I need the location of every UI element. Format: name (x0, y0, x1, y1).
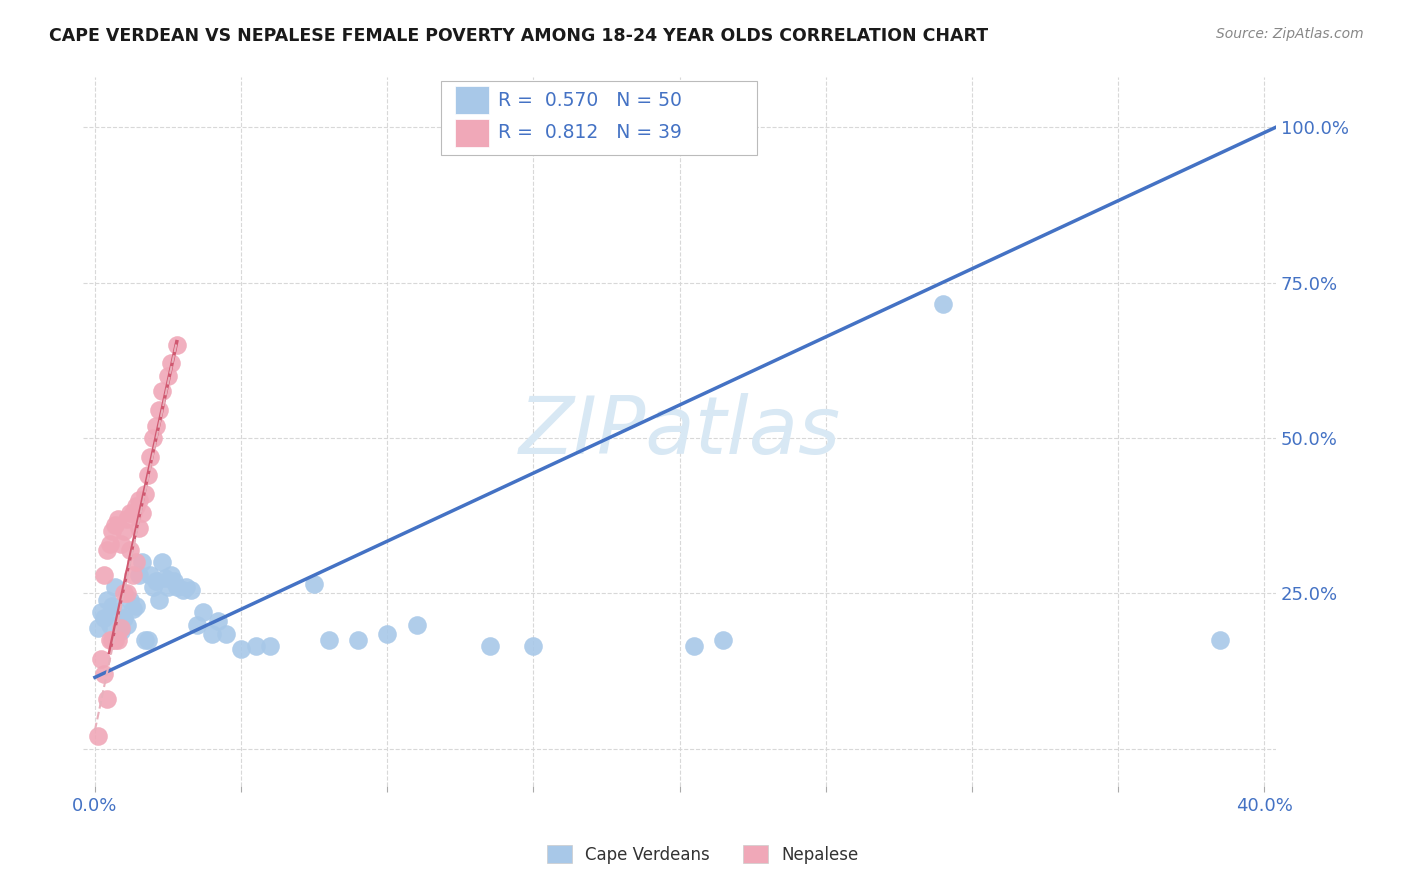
Point (98, 633, 121, 648)
Text: ZIPatlas: ZIPatlas (519, 392, 841, 471)
Point (134, 487, 156, 501)
Point (522, 640, 544, 654)
Point (166, 337, 188, 351)
Point (201, 627, 224, 641)
Point (128, 567, 150, 582)
Point (112, 611, 135, 625)
Bar (456, 119, 489, 147)
Point (110, 537, 132, 551)
Point (104, 580, 127, 594)
Point (96, 592, 118, 607)
Point (110, 621, 132, 635)
Point (245, 640, 267, 654)
Point (107, 605, 129, 619)
Point (1209, 633, 1232, 648)
Point (142, 580, 165, 594)
Point (139, 567, 162, 582)
Point (101, 599, 124, 613)
Point (125, 500, 148, 514)
Point (186, 617, 208, 632)
Point (128, 521, 150, 535)
Point (157, 368, 180, 383)
Legend: Cape Verdeans, Nepalese: Cape Verdeans, Nepalese (540, 838, 866, 871)
Text: R =  0.570   N = 50: R = 0.570 N = 50 (498, 91, 682, 110)
Point (172, 583, 194, 598)
Point (148, 592, 170, 607)
Point (125, 599, 148, 613)
Point (98, 617, 121, 632)
Text: R =  0.812   N = 39: R = 0.812 N = 39 (498, 123, 682, 142)
Point (104, 633, 127, 648)
Point (104, 518, 127, 533)
Point (145, 418, 167, 433)
Point (318, 633, 340, 648)
Point (122, 506, 145, 520)
Point (478, 640, 501, 654)
Point (107, 633, 129, 648)
Point (107, 512, 129, 526)
Point (405, 617, 427, 632)
Point (115, 586, 138, 600)
Point (96, 542, 118, 557)
Point (96, 692, 118, 706)
Point (302, 577, 325, 591)
Point (98, 537, 121, 551)
Point (207, 615, 229, 629)
Point (191, 605, 214, 619)
Point (131, 555, 153, 569)
Point (112, 586, 135, 600)
Point (128, 493, 150, 508)
Point (153, 571, 176, 585)
Point (259, 640, 281, 654)
Point (101, 633, 124, 648)
Point (136, 468, 159, 483)
Point (115, 512, 138, 526)
Point (112, 524, 135, 539)
Point (157, 580, 180, 594)
Point (229, 642, 252, 657)
Point (134, 633, 156, 648)
Point (87, 730, 110, 744)
Point (931, 297, 953, 311)
Point (139, 450, 162, 464)
Point (93, 667, 115, 681)
FancyBboxPatch shape (441, 81, 756, 155)
Point (375, 627, 398, 641)
Point (131, 506, 153, 520)
Point (148, 403, 170, 417)
Point (110, 624, 132, 638)
Point (163, 574, 186, 588)
Point (125, 555, 148, 569)
Point (215, 627, 238, 641)
Point (118, 542, 141, 557)
Point (115, 617, 138, 632)
Point (118, 592, 141, 607)
Point (122, 602, 145, 616)
Point (180, 583, 202, 598)
Point (160, 567, 183, 582)
Point (150, 555, 173, 569)
Text: Source: ZipAtlas.com: Source: ZipAtlas.com (1216, 27, 1364, 41)
Point (101, 524, 124, 539)
Point (142, 431, 165, 445)
Point (122, 567, 145, 582)
Point (145, 574, 167, 588)
Point (87, 621, 110, 635)
Point (93, 611, 115, 625)
Point (150, 384, 173, 399)
Point (90, 651, 112, 665)
Point (136, 633, 159, 648)
Point (347, 633, 370, 648)
Point (160, 356, 183, 370)
Point (93, 567, 115, 582)
Point (174, 580, 197, 594)
Point (166, 580, 188, 594)
Point (713, 633, 735, 648)
Bar (456, 86, 489, 114)
Point (683, 640, 706, 654)
Point (90, 605, 112, 619)
Point (118, 506, 141, 520)
Text: CAPE VERDEAN VS NEPALESE FEMALE POVERTY AMONG 18-24 YEAR OLDS CORRELATION CHART: CAPE VERDEAN VS NEPALESE FEMALE POVERTY … (49, 27, 988, 45)
